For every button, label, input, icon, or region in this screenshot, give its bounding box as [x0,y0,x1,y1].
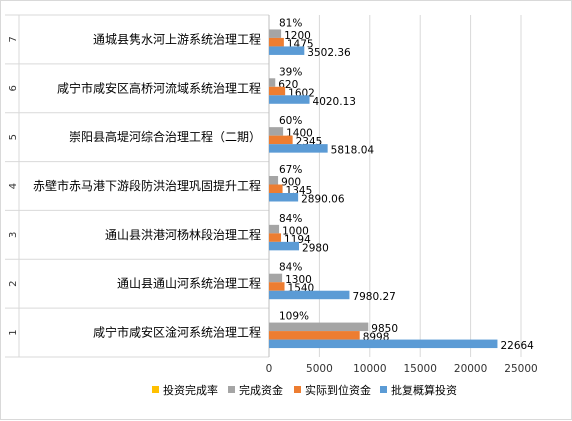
bar-data-label: 1300 [285,274,312,286]
bar [269,290,350,300]
bar [269,135,293,145]
rate-data-label: 60% [279,115,302,127]
bar [269,331,360,340]
bar [269,176,279,185]
bar [269,37,284,47]
bar-data-label: 1400 [286,128,313,140]
bar-data-label: 900 [281,177,301,189]
bar [269,46,305,55]
bar-data-label: 3502.36 [307,47,351,59]
legend-label: 完成资金 [239,383,283,397]
bar [269,86,286,96]
bar [269,144,328,153]
bar [269,78,276,87]
bar-data-label: 7980.27 [352,291,395,303]
legend-swatch [294,386,301,393]
bar [269,282,285,291]
bar-data-label: 9850 [371,323,398,335]
legend-label: 批复概算投资 [391,383,457,397]
x-tick-label: 10000 [353,363,386,375]
legend-swatch [152,386,159,393]
x-tick-label: 0 [266,363,273,375]
category-label: 通城县隽水河上游系统治理工程 [93,31,261,46]
bar [269,339,498,349]
category-label: 赤壁市赤马港下游段防洪治理巩固提升工程 [33,178,261,193]
category-label: 通山县通山河系统治理工程 [117,276,261,291]
bar-data-label: 5818.04 [331,145,375,157]
legend-swatch [380,386,387,393]
bar [269,224,280,234]
bar [269,127,284,136]
bar [269,95,310,104]
rate-data-label: 84% [279,262,302,274]
bar [269,322,369,332]
rate-data-label: 84% [279,213,302,225]
category-index: 6 [8,85,19,91]
category-index: 3 [8,232,19,238]
bar-data-label: 2890.06 [301,194,345,206]
bar-data-label: 4020.13 [313,96,356,108]
bar-data-label: 1200 [284,30,311,42]
category-label: 咸宁市咸安区淦河系统治理工程 [93,325,261,340]
category-index: 4 [8,183,19,189]
x-tick-label: 15000 [403,363,436,375]
category-label: 咸宁市咸安区高桥河流域系统治理工程 [57,80,261,95]
bar-data-label: 1000 [282,225,309,237]
category-index: 7 [8,36,19,42]
bar [269,184,283,193]
bar [269,233,282,242]
category-index: 2 [8,281,19,287]
rate-data-label: 39% [279,66,302,78]
bar-data-label: 22664 [500,340,534,352]
bar [269,29,282,38]
x-tick-label: 20000 [454,363,487,375]
bar [269,193,299,202]
bar [269,273,283,283]
rate-data-label: 109% [279,311,309,323]
rate-data-label: 81% [279,17,302,29]
category-label: 崇阳县高堤河综合治理工程（二期） [69,129,261,144]
category-index: 5 [8,134,19,140]
bar [269,241,300,251]
legend-swatch [228,386,235,393]
category-index: 1 [8,329,19,335]
rate-data-label: 67% [279,164,302,176]
legend-label: 实际到位资金 [305,383,371,397]
category-label: 通山县洪港河杨林段治理工程 [105,227,261,242]
bar-data-label: 2980 [302,242,329,254]
x-tick-label: 5000 [306,363,333,375]
legend-label: 投资完成率 [163,383,218,397]
x-tick-label: 25000 [504,363,537,375]
